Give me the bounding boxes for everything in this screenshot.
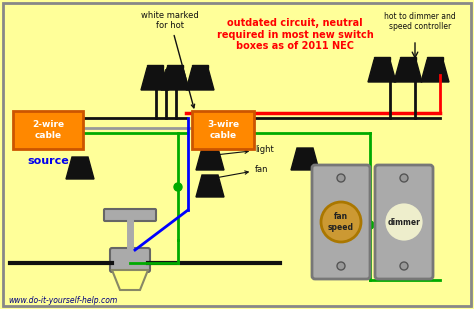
Polygon shape: [196, 148, 224, 170]
Polygon shape: [66, 157, 94, 179]
Polygon shape: [421, 60, 449, 82]
Text: light: light: [218, 145, 274, 155]
Circle shape: [400, 174, 408, 182]
Polygon shape: [368, 60, 396, 82]
Text: white marked
for hot: white marked for hot: [141, 11, 199, 108]
Polygon shape: [141, 68, 169, 90]
FancyBboxPatch shape: [375, 165, 433, 279]
Circle shape: [384, 202, 424, 242]
FancyBboxPatch shape: [3, 3, 471, 306]
Text: outdated circuit, neutral
required in most new switch
boxes as of 2011 NEC: outdated circuit, neutral required in mo…: [217, 18, 374, 51]
FancyBboxPatch shape: [427, 57, 443, 60]
Circle shape: [337, 262, 345, 270]
Polygon shape: [186, 68, 214, 90]
FancyBboxPatch shape: [374, 57, 390, 60]
Text: www.do-it-yourself-help.com: www.do-it-yourself-help.com: [8, 296, 117, 305]
FancyBboxPatch shape: [167, 65, 183, 68]
Text: fan: fan: [218, 165, 268, 177]
Polygon shape: [196, 175, 224, 197]
FancyBboxPatch shape: [312, 165, 370, 279]
Circle shape: [337, 174, 345, 182]
FancyBboxPatch shape: [104, 209, 156, 221]
Text: 3-wire
cable: 3-wire cable: [207, 120, 239, 140]
Circle shape: [366, 221, 374, 229]
Polygon shape: [112, 270, 148, 290]
Text: hot to dimmer and
speed controller: hot to dimmer and speed controller: [384, 12, 456, 32]
Text: 2-wire
cable: 2-wire cable: [32, 120, 64, 140]
Polygon shape: [394, 60, 422, 82]
Circle shape: [321, 202, 361, 242]
FancyBboxPatch shape: [147, 65, 163, 68]
Circle shape: [174, 183, 182, 191]
FancyBboxPatch shape: [192, 65, 208, 68]
Text: fan
speed: fan speed: [328, 212, 354, 232]
Circle shape: [400, 262, 408, 270]
FancyBboxPatch shape: [202, 145, 218, 148]
FancyBboxPatch shape: [192, 111, 254, 149]
Polygon shape: [334, 165, 362, 187]
FancyBboxPatch shape: [110, 248, 150, 272]
Text: source: source: [27, 156, 69, 166]
FancyBboxPatch shape: [400, 57, 416, 60]
FancyBboxPatch shape: [13, 111, 83, 149]
Text: dimmer: dimmer: [388, 218, 420, 226]
Polygon shape: [161, 68, 189, 90]
Polygon shape: [291, 148, 319, 170]
